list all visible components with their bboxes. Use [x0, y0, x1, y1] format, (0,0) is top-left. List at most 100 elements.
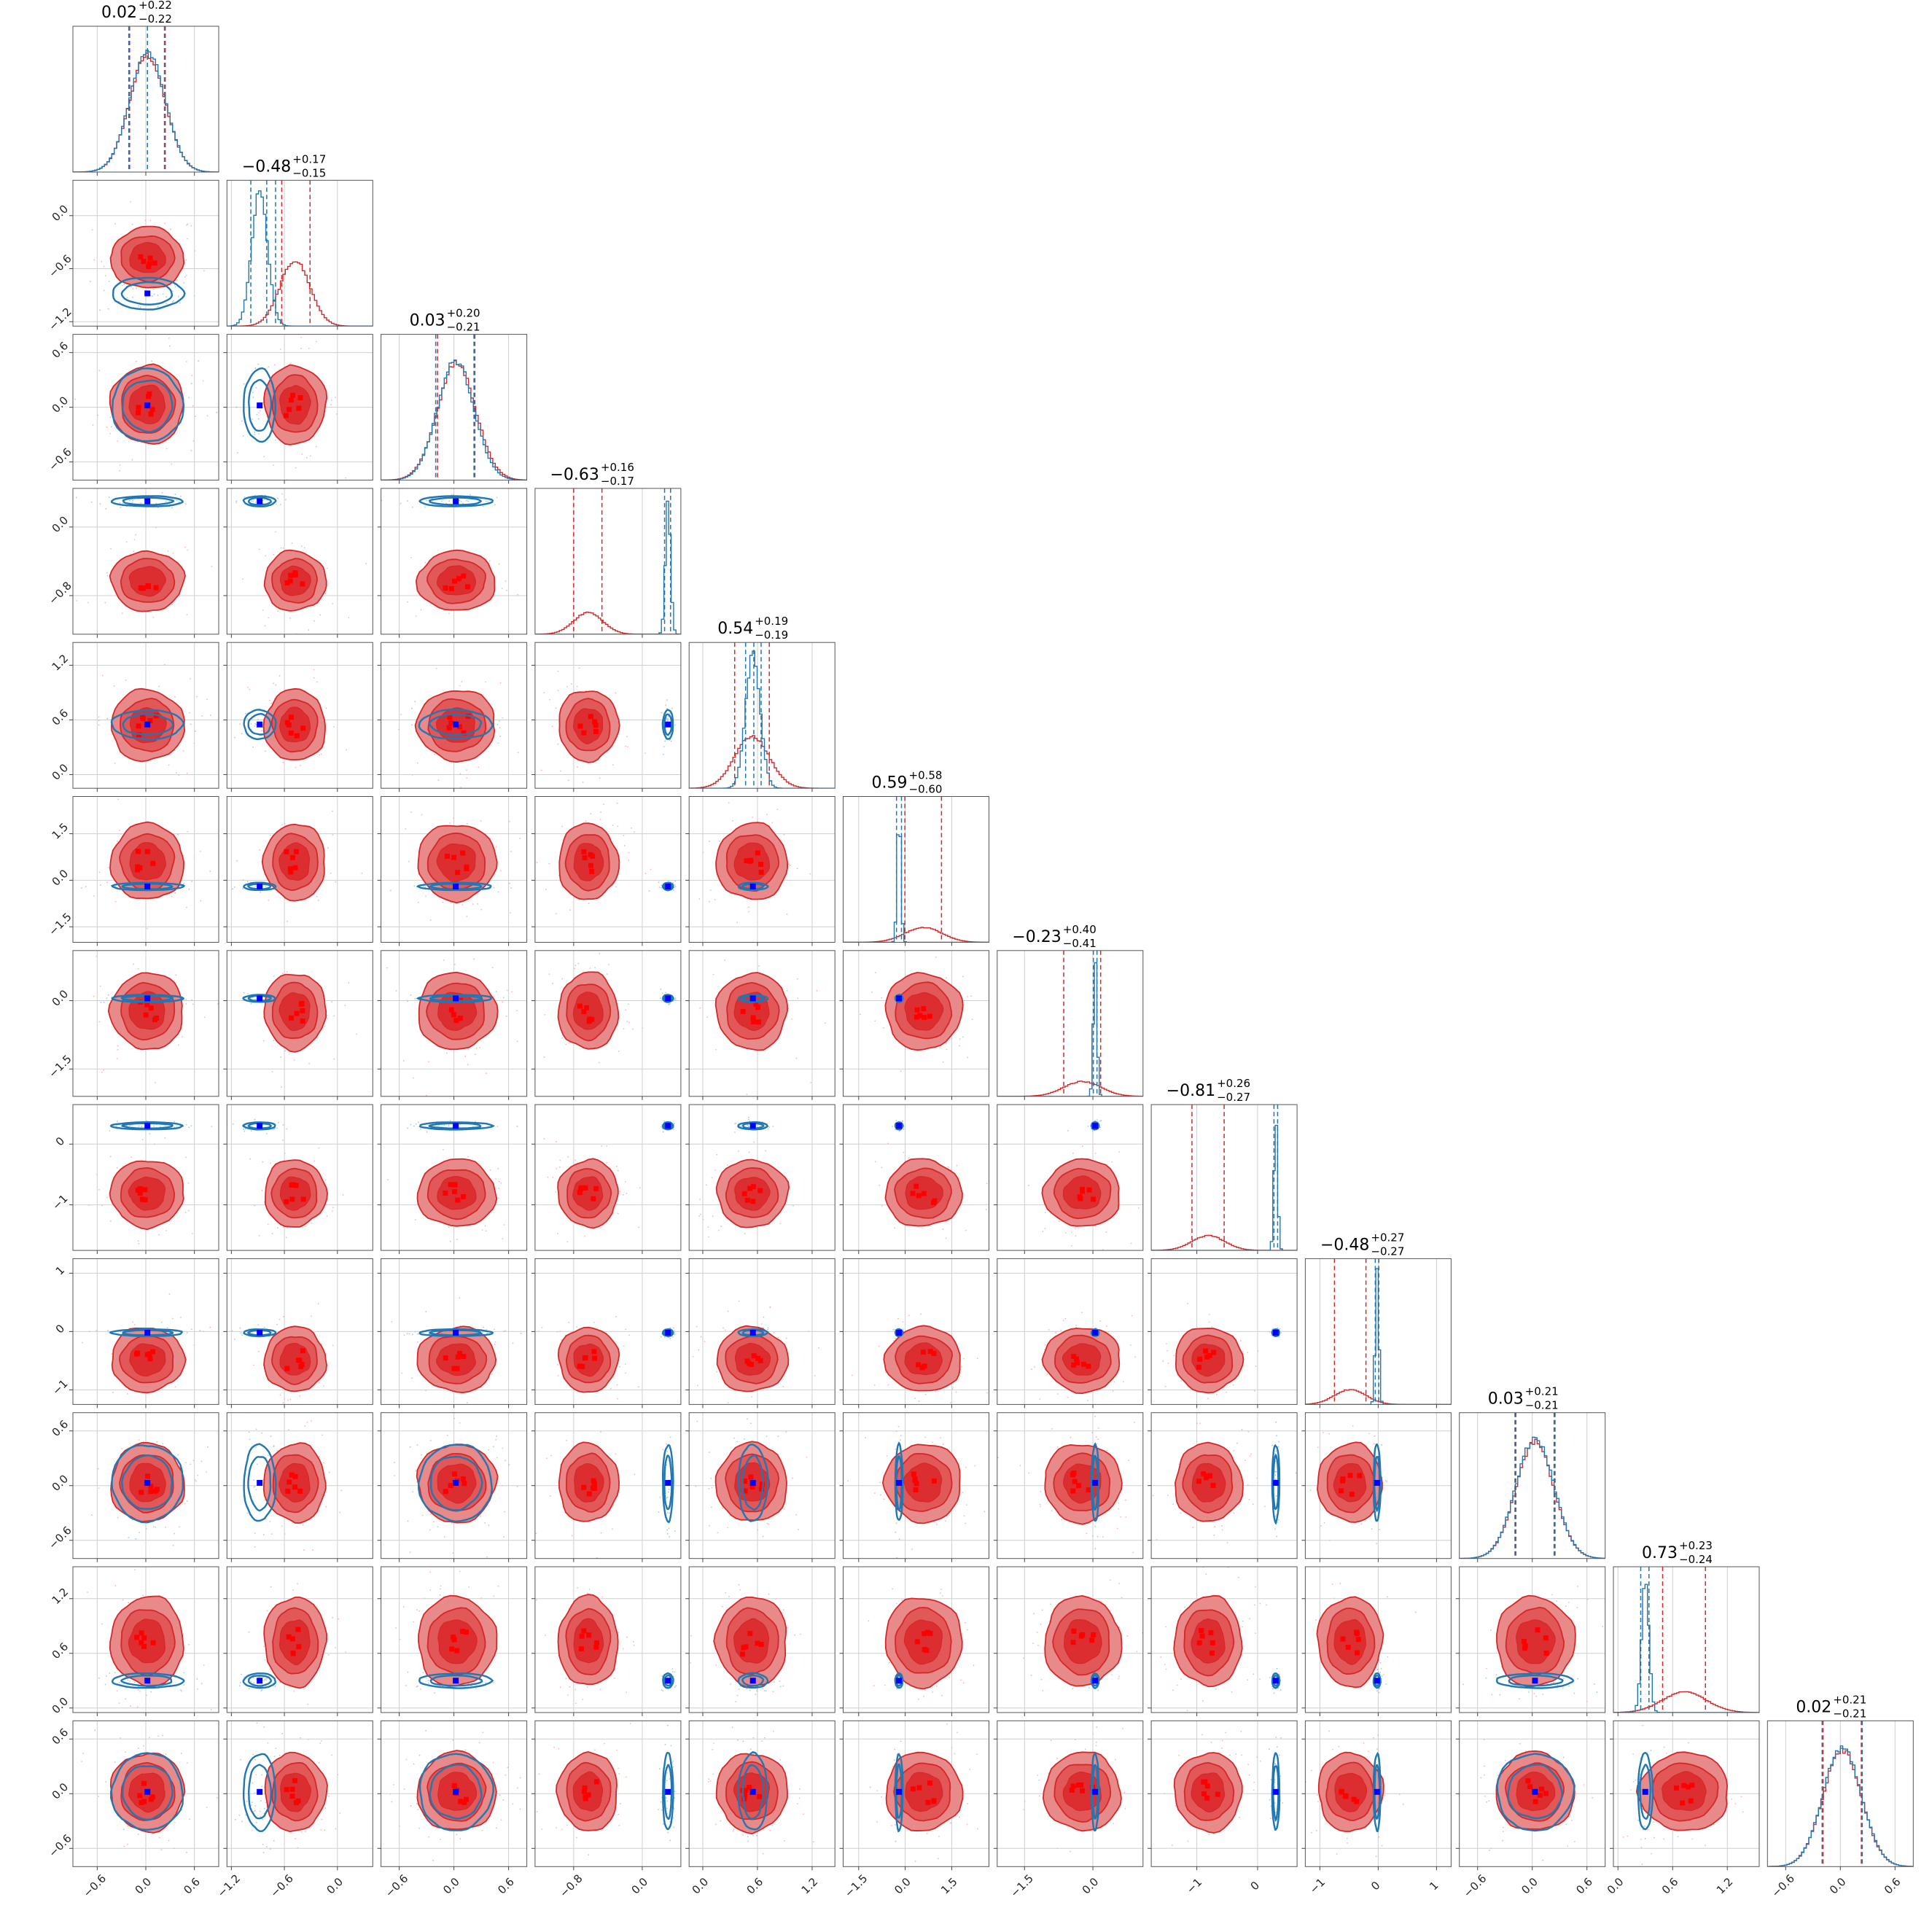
red-marker [464, 864, 470, 870]
blue-sample-dot [96, 1330, 98, 1332]
panel-frame [226, 642, 373, 789]
blue-sample-dot [467, 500, 469, 502]
red-sample-dot [130, 200, 131, 203]
red-sample-dot [182, 854, 184, 857]
blue-sample-dot [119, 502, 121, 504]
red-sample-dot [105, 275, 106, 277]
red-sample-dot [152, 616, 155, 618]
blue-sample-dot [669, 739, 671, 741]
red-contour-inner [572, 1176, 604, 1211]
red-sample-dot [444, 1425, 445, 1427]
red-marker [300, 1348, 305, 1354]
param-title-value: −0.23 [1012, 928, 1061, 946]
red-sample-dot [417, 1341, 418, 1343]
blue-contour-inner [429, 994, 483, 1002]
blue-sample-dot [195, 730, 197, 732]
red-marker [455, 870, 461, 876]
red-sample-dot [273, 553, 275, 556]
red-sample-dot [119, 464, 121, 466]
blue-contour-outer [243, 1328, 277, 1338]
red-sample-dot [1166, 1343, 1167, 1345]
red-marker [461, 573, 467, 579]
red-sample-dot [924, 1393, 927, 1395]
red-sample-dot [760, 1323, 763, 1325]
red-sample-dot [744, 1232, 746, 1234]
param-title-err-minus: −0.22 [139, 12, 172, 26]
red-marker [592, 1355, 598, 1361]
red-sample-dot [626, 1021, 628, 1022]
red-sample-dot [203, 1016, 206, 1018]
panel-frame [843, 950, 989, 1097]
red-sample-dot [650, 868, 652, 870]
red-marker [292, 865, 298, 870]
red-sample-dot [311, 1420, 313, 1422]
red-sample-dot [631, 827, 633, 829]
blue-sample-dot [211, 1126, 213, 1128]
red-sample-dot [200, 900, 202, 902]
red-sample-dot [1071, 1231, 1073, 1233]
red-marker [919, 1365, 925, 1371]
blue-sample-dot [407, 1127, 409, 1129]
red-sample-dot [962, 975, 964, 978]
blue-marker [749, 883, 756, 889]
blue-sample-dot [411, 724, 413, 726]
red-sample-dot [254, 1204, 256, 1207]
blue-sample-dot [136, 287, 137, 289]
blue-contour-outer [112, 276, 186, 311]
red-sample-dot [766, 814, 768, 816]
blue-sample-dot [252, 397, 254, 398]
red-sample-dot [615, 1316, 617, 1318]
panel-2-0: −0.60.00.6 [46, 334, 219, 484]
panel-9-1 [223, 1412, 373, 1562]
red-sample-dot [434, 753, 436, 755]
red-sample-dot [333, 725, 335, 728]
red-sample-dot [209, 1326, 211, 1328]
blue-sample-dot [492, 1446, 494, 1448]
red-marker [288, 730, 294, 736]
blue-sample-dot [174, 1126, 175, 1128]
blue-sample-dot [107, 994, 109, 996]
red-sample-dot [501, 1484, 503, 1487]
red-marker [451, 1012, 456, 1018]
blue-sample-dot [111, 426, 112, 428]
red-sample-dot [187, 1182, 190, 1184]
blue-histogram [689, 650, 835, 789]
red-sample-dot [567, 779, 569, 782]
red-sample-dot [451, 643, 452, 644]
red-sample-dot [323, 1385, 325, 1387]
red-marker [454, 1366, 460, 1371]
red-sample-dot [810, 1081, 812, 1083]
red-sample-dot [753, 1141, 755, 1143]
red-sample-dot [908, 1314, 910, 1317]
blue-sample-dot [183, 282, 185, 284]
red-histogram [997, 1080, 1143, 1097]
red-marker [134, 1351, 140, 1357]
red-marker [446, 725, 452, 731]
red-sample-dot [1044, 1228, 1046, 1230]
param-title-err-plus: +0.17 [292, 152, 326, 165]
red-sample-dot [443, 959, 445, 962]
red-sample-dot [588, 903, 590, 905]
blue-sample-dot [174, 286, 176, 288]
y-tick-label: −0.6 [46, 252, 74, 280]
red-sample-dot [305, 456, 308, 459]
red-sample-dot [168, 337, 170, 339]
red-sample-dot [508, 1464, 510, 1465]
red-sample-dot [479, 1047, 481, 1048]
red-sample-dot [425, 895, 426, 897]
red-sample-dot [942, 1228, 944, 1231]
red-sample-dot [467, 1048, 470, 1051]
blue-marker [1092, 1330, 1099, 1336]
red-sample-dot [1081, 1312, 1083, 1314]
red-sample-dot [242, 578, 244, 580]
red-sample-dot [268, 617, 270, 619]
blue-marker [144, 290, 151, 297]
red-sample-dot [186, 906, 187, 908]
blue-contour-inner [741, 883, 764, 890]
red-sample-dot [933, 910, 935, 911]
red-sample-dot [1167, 1362, 1169, 1364]
red-sample-dot [425, 1311, 427, 1313]
red-sample-dot [98, 1188, 100, 1191]
panel-4-3 [531, 642, 682, 792]
red-sample-dot [171, 895, 173, 897]
